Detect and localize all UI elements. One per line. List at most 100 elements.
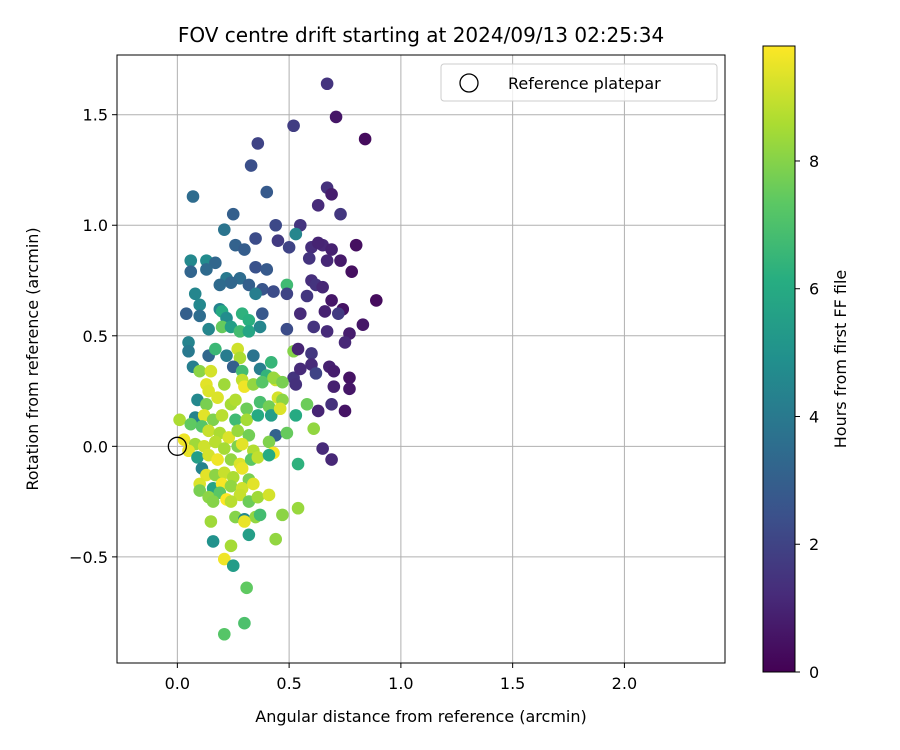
data-point — [220, 349, 233, 362]
data-point — [280, 278, 294, 292]
y-tick-label: 0.0 — [83, 437, 108, 456]
data-point — [273, 402, 287, 416]
data-point — [287, 119, 300, 133]
data-point — [224, 539, 238, 553]
plot-background — [117, 55, 725, 663]
data-point — [242, 428, 256, 442]
x-axis-ticks: 0.0 0.5 1.0 1.5 2.0 — [165, 663, 637, 693]
data-point — [356, 318, 370, 332]
plot-area: 0.0 0.5 1.0 1.5 2.0 −0.5 0.0 0.5 1.0 1.5 — [69, 54, 726, 693]
x-tick-label: 0.5 — [276, 674, 301, 693]
data-point — [247, 349, 260, 362]
data-point — [209, 342, 222, 356]
data-point — [251, 137, 265, 150]
data-point — [255, 375, 269, 389]
data-point — [204, 515, 218, 528]
data-point — [291, 342, 305, 356]
data-point — [260, 185, 274, 199]
data-point — [244, 159, 258, 172]
chart-title: FOV centre drift starting at 2024/09/13 … — [178, 23, 664, 47]
legend: Reference platepar — [440, 63, 718, 102]
data-point — [262, 435, 276, 449]
data-point — [327, 380, 341, 393]
data-point — [331, 307, 345, 320]
data-point — [238, 616, 251, 630]
data-point — [349, 238, 363, 252]
data-point — [327, 364, 341, 378]
colorbar-tick-label: 0 — [809, 663, 819, 682]
data-point — [226, 559, 240, 573]
data-point — [329, 110, 343, 124]
data-point — [334, 207, 347, 221]
data-point — [276, 508, 289, 522]
colorbar-gradient — [762, 45, 796, 673]
data-point — [255, 307, 269, 320]
data-point — [289, 378, 303, 391]
data-point — [291, 501, 305, 515]
data-point — [209, 256, 222, 270]
data-point — [242, 314, 256, 327]
data-point — [305, 347, 318, 360]
data-point — [289, 227, 303, 241]
data-point — [240, 581, 253, 595]
data-point — [182, 344, 195, 358]
data-point — [238, 515, 251, 528]
data-point — [217, 627, 231, 641]
x-tick-label: 0.0 — [165, 674, 190, 693]
data-point — [240, 413, 253, 427]
data-point — [338, 404, 352, 418]
data-point — [320, 77, 334, 91]
data-point — [213, 278, 227, 292]
data-point — [202, 424, 215, 438]
y-axis-label: Rotation from reference (arcmin) — [23, 227, 42, 490]
colorbar-tick-label: 4 — [809, 407, 819, 426]
data-point — [325, 398, 338, 411]
data-point — [217, 552, 231, 566]
data-point — [264, 409, 278, 422]
data-point — [240, 402, 253, 416]
data-point — [204, 364, 218, 378]
data-point — [188, 287, 202, 301]
legend-marker — [459, 73, 479, 93]
data-point — [251, 490, 265, 504]
data-point — [182, 444, 195, 458]
reference-platepar-marker — [167, 436, 188, 456]
data-point — [262, 448, 276, 462]
data-point — [316, 280, 329, 294]
data-point — [226, 207, 240, 221]
data-point — [345, 265, 359, 278]
plot-frame — [116, 54, 726, 664]
data-point — [249, 232, 262, 245]
data-point — [251, 409, 265, 422]
colorbar-tick-label: 6 — [809, 280, 819, 299]
data-point — [302, 252, 316, 265]
y-axis-ticks: −0.5 0.0 0.5 1.0 1.5 — [69, 106, 117, 567]
data-point — [311, 236, 325, 250]
x-axis-label: Angular distance from reference (arcmin) — [255, 707, 586, 726]
data-point — [307, 320, 321, 334]
data-point — [338, 336, 352, 349]
data-point — [267, 285, 280, 298]
data-point — [242, 325, 256, 338]
data-point — [249, 287, 262, 301]
data-point — [235, 462, 249, 475]
data-point — [260, 263, 274, 276]
x-tick-label: 1.0 — [388, 674, 413, 693]
data-point — [224, 479, 238, 493]
y-tick-label: 1.5 — [83, 106, 108, 125]
data-point — [325, 243, 338, 256]
data-point — [249, 260, 262, 274]
data-point — [300, 289, 314, 303]
data-point — [215, 409, 229, 422]
y-tick-label: −0.5 — [69, 548, 108, 567]
data-point — [193, 309, 207, 323]
data-point — [233, 351, 247, 365]
data-point — [280, 322, 294, 336]
data-point — [224, 276, 238, 290]
data-point — [300, 398, 314, 411]
data-point — [211, 453, 224, 466]
data-point — [182, 336, 195, 349]
data-point — [320, 325, 334, 338]
data-point — [184, 254, 198, 267]
data-point — [253, 508, 267, 522]
